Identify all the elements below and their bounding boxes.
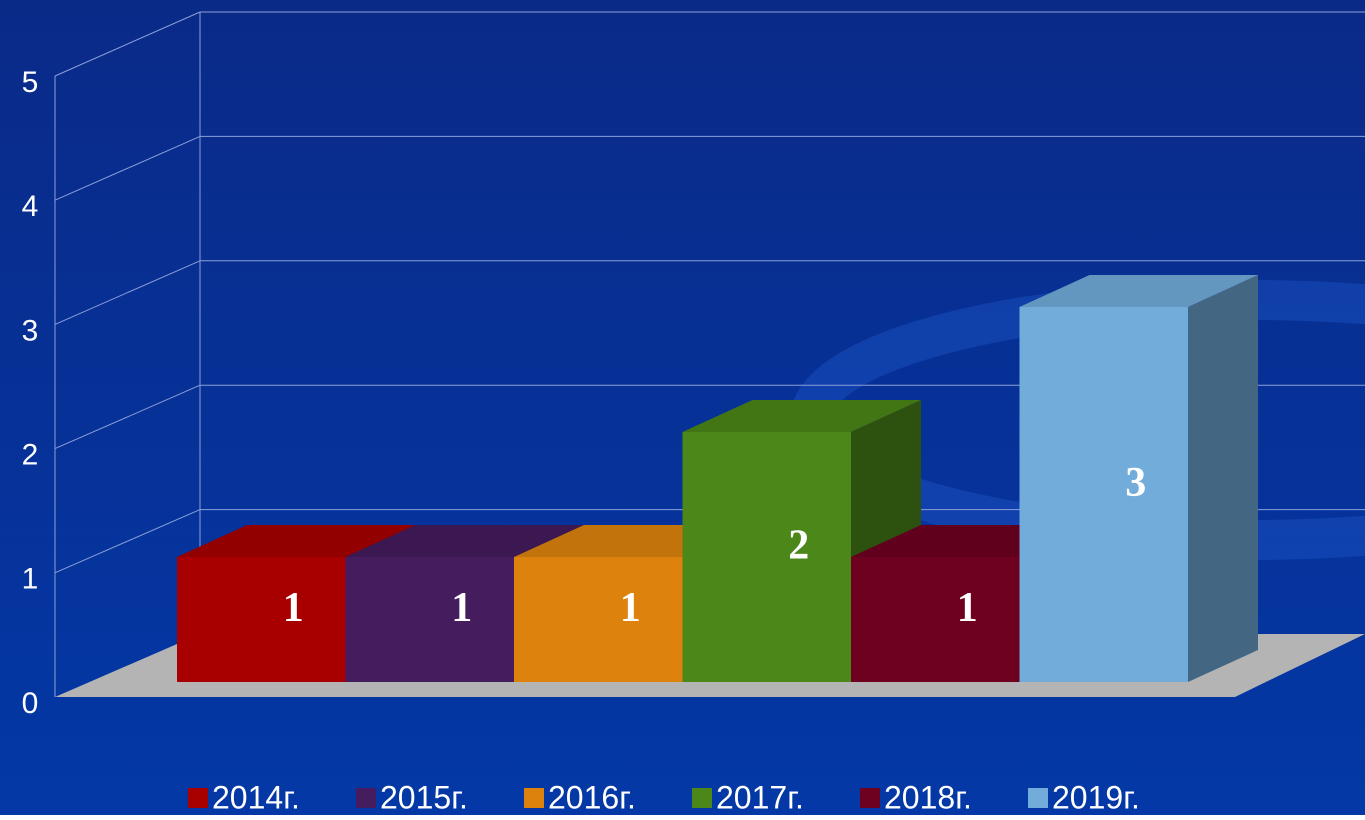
- legend-label: 2017г.: [716, 779, 804, 815]
- legend-swatch: [524, 788, 544, 808]
- bar: [345, 557, 514, 682]
- legend-swatch: [692, 788, 712, 808]
- bar-top: [682, 400, 921, 432]
- y-tick-label: 1: [22, 563, 39, 596]
- grid-line-side: [54, 11, 201, 77]
- bar-top: [345, 525, 584, 557]
- bar-top-shade: [177, 525, 416, 557]
- grid-line-side: [54, 384, 201, 450]
- data-label: 1: [620, 585, 641, 631]
- data-label: 1: [283, 585, 304, 631]
- bar-group: 3: [1019, 275, 1258, 682]
- bar: [177, 557, 346, 682]
- legend-label: 2019г.: [1052, 779, 1140, 815]
- y-tick-label: 4: [22, 190, 39, 223]
- legend-label: 2015г.: [380, 779, 468, 815]
- bar: [514, 557, 683, 682]
- bar: [1019, 307, 1188, 682]
- legend-swatch: [1028, 788, 1048, 808]
- legend-swatch: [860, 788, 880, 808]
- y-tick-label: 3: [22, 314, 39, 347]
- bar-top: [1019, 275, 1258, 307]
- data-label: 3: [1125, 460, 1146, 506]
- legend-label: 2018г.: [884, 779, 972, 815]
- bar-top: [177, 525, 416, 557]
- data-label: 1: [451, 585, 472, 631]
- legend-label: 2016г.: [548, 779, 636, 815]
- bar-side: [1188, 275, 1258, 682]
- y-tick-label: 5: [22, 66, 39, 99]
- bar-top-shade: [1019, 275, 1258, 307]
- grid-line-side: [54, 509, 201, 574]
- data-label: 2: [788, 523, 809, 569]
- legend-swatch: [188, 788, 208, 808]
- grid-line-side: [54, 135, 201, 201]
- bar-top-shade: [345, 525, 584, 557]
- y-tick-label: 2: [22, 439, 39, 472]
- bar-top-shade: [682, 400, 921, 432]
- legend-label: 2014г.: [212, 779, 300, 815]
- bar: [682, 432, 851, 682]
- y-tick-label: 0: [22, 687, 39, 720]
- data-label: 1: [957, 585, 978, 631]
- grid-line-side: [54, 260, 201, 325]
- bar-side-shade: [1188, 275, 1258, 682]
- legend-swatch: [356, 788, 376, 808]
- bar: [851, 557, 1020, 682]
